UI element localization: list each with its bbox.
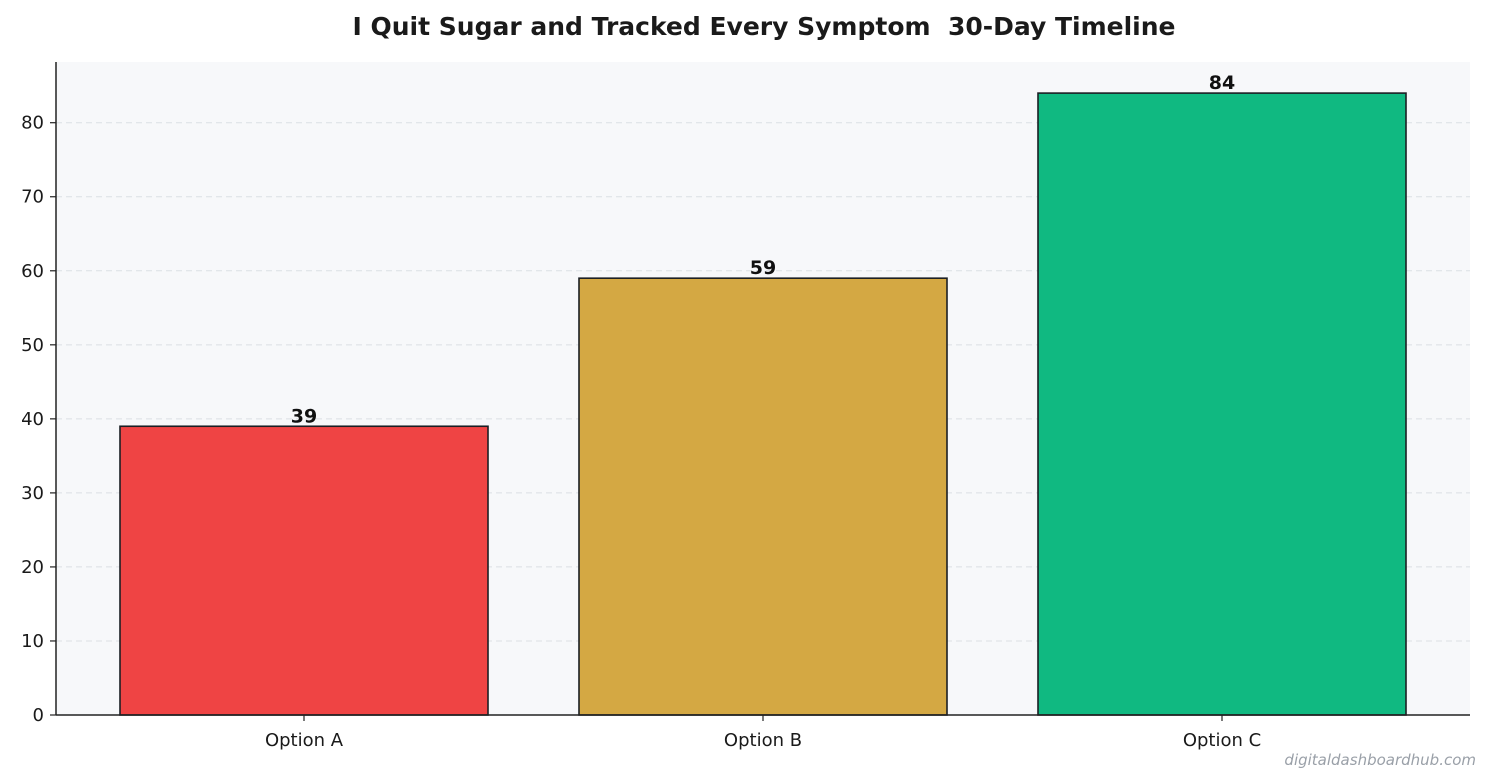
bar-value-label: 39 [291, 405, 317, 427]
x-tick-label: Option C [1183, 730, 1261, 751]
y-tick-label: 60 [21, 261, 44, 282]
bar-value-labels: 39 59 84 [291, 72, 1235, 427]
chart-title: I Quit Sugar and Tracked Every Symptom 3… [352, 12, 1175, 41]
y-tick-label: 80 [21, 113, 44, 134]
y-axis-ticks: 0 10 20 30 40 50 60 70 80 [21, 113, 56, 726]
y-tick-label: 70 [21, 187, 44, 208]
bar-option-a [119, 425, 489, 716]
bar-series [119, 92, 1407, 716]
y-tick-label: 30 [21, 483, 44, 504]
y-tick-label: 50 [21, 335, 44, 356]
y-tick-label: 40 [21, 409, 44, 430]
y-tick-label: 0 [33, 705, 44, 726]
x-axis-ticks: Option A Option B Option C [265, 715, 1261, 751]
y-tick-label: 20 [21, 557, 44, 578]
x-tick-label: Option B [724, 730, 802, 751]
watermark: digitaldashboardhub.com [1284, 751, 1476, 769]
bar-option-b [578, 277, 948, 716]
x-tick-label: Option A [265, 730, 344, 751]
bar-option-c [1037, 92, 1407, 716]
bar-value-label: 59 [750, 257, 776, 279]
bar-value-label: 84 [1209, 72, 1235, 94]
y-tick-label: 10 [21, 631, 44, 652]
